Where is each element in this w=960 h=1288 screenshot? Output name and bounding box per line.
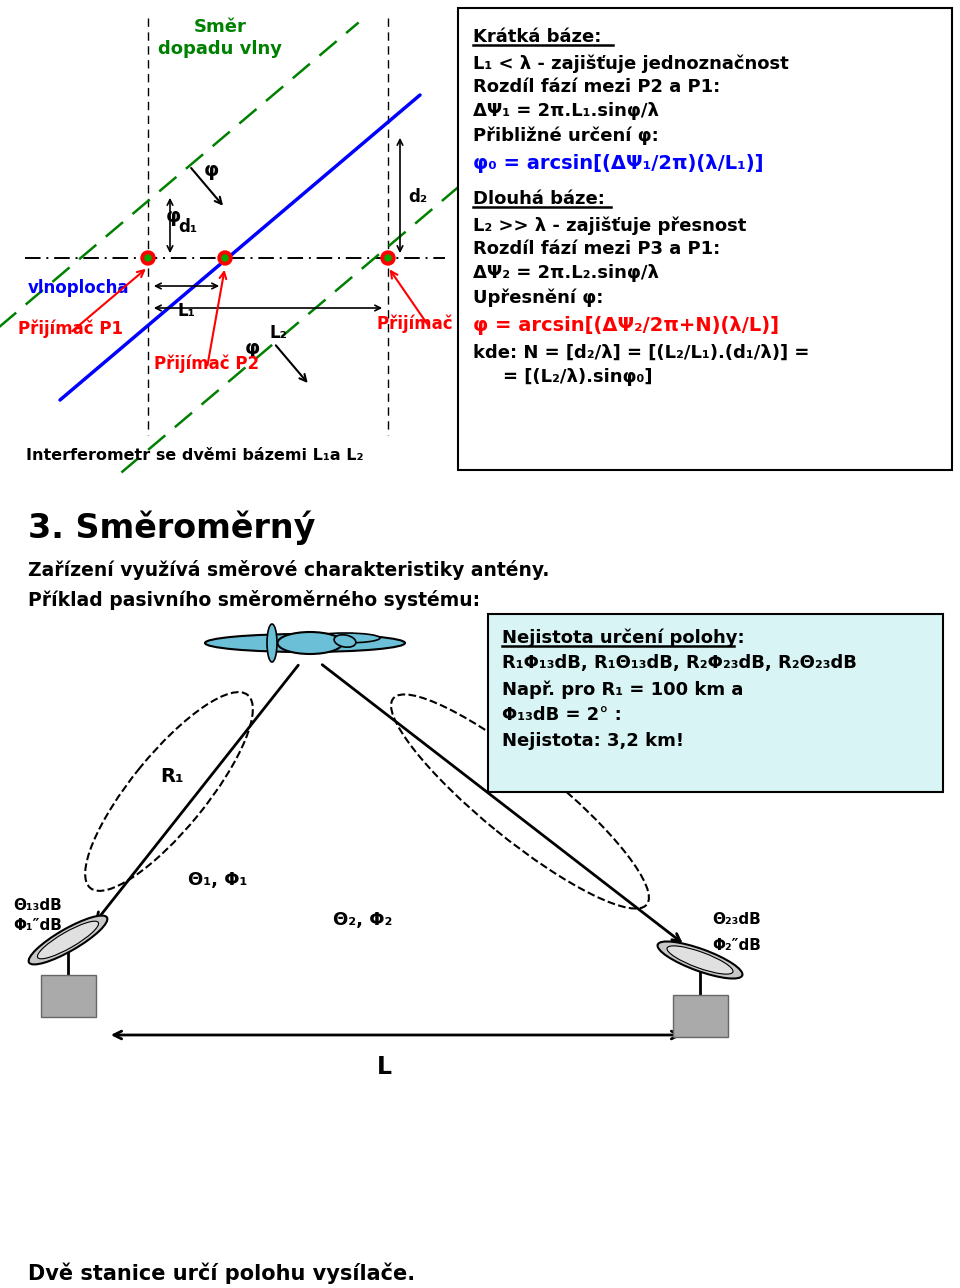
Text: Např. pro R₁ = 100 km a: Např. pro R₁ = 100 km a (502, 680, 743, 698)
Text: Přijímač P1: Přijímač P1 (17, 319, 123, 337)
Text: Zařízení využívá směrové charakteristiky antény.: Zařízení využívá směrové charakteristiky… (28, 560, 549, 580)
Text: Krátká báze:: Krátká báze: (473, 28, 601, 46)
Text: Rozdíl fází mezi P3 a P1:: Rozdíl fází mezi P3 a P1: (473, 240, 720, 258)
Text: φ = arcsin[(ΔΨ₂/2π+N)(λ/L)]: φ = arcsin[(ΔΨ₂/2π+N)(λ/L)] (473, 316, 779, 335)
Text: vlnoplocha: vlnoplocha (28, 279, 130, 298)
Ellipse shape (334, 635, 356, 647)
Text: kde: N = [d₂/λ] = [(L₂/L₁).(d₁/λ)] =: kde: N = [d₂/λ] = [(L₂/L₁).(d₁/λ)] = (473, 344, 809, 362)
Text: Přijímač P2: Přijímač P2 (155, 354, 259, 374)
Text: φ₀ = arcsin[(ΔΨ₁/2π)(λ/L₁)]: φ₀ = arcsin[(ΔΨ₁/2π)(λ/L₁)] (473, 155, 763, 173)
Text: Nejistota určení polohy:: Nejistota určení polohy: (502, 629, 745, 647)
Text: Rozdíl fází mezi P2 a P1:: Rozdíl fází mezi P2 a P1: (473, 79, 720, 97)
Text: 3. Směroměrný: 3. Směroměrný (28, 510, 316, 545)
Circle shape (218, 251, 232, 265)
Text: Interferometr se dvěmi bázemi L₁a L₂: Interferometr se dvěmi bázemi L₁a L₂ (26, 448, 364, 462)
Text: L: L (376, 1055, 392, 1079)
Text: Přijímač P3: Přijímač P3 (377, 314, 483, 334)
Text: φ: φ (166, 206, 181, 225)
Text: Θ₂₃dB: Θ₂₃dB (712, 912, 760, 927)
Ellipse shape (658, 942, 742, 979)
Circle shape (381, 251, 395, 265)
Circle shape (385, 255, 391, 261)
Text: L₂ >> λ - zajišťuje přesnost: L₂ >> λ - zajišťuje přesnost (473, 216, 746, 234)
Ellipse shape (667, 945, 733, 974)
Ellipse shape (29, 916, 108, 965)
Ellipse shape (310, 632, 380, 643)
Text: Θ₁, Φ₁: Θ₁, Φ₁ (188, 871, 248, 889)
Text: dopadu vlny: dopadu vlny (158, 40, 282, 58)
Text: = [(L₂/λ).sinφ₀]: = [(L₂/λ).sinφ₀] (503, 368, 653, 386)
Ellipse shape (267, 623, 277, 662)
Text: Přibližné určení φ:: Přibližné určení φ: (473, 126, 659, 144)
FancyBboxPatch shape (673, 996, 728, 1037)
Text: Dvě stanice určí polohu vysílače.: Dvě stanice určí polohu vysílače. (28, 1262, 415, 1284)
Text: ΔΨ₁ = 2π.L₁.sinφ/λ: ΔΨ₁ = 2π.L₁.sinφ/λ (473, 102, 659, 120)
FancyBboxPatch shape (40, 975, 95, 1018)
FancyBboxPatch shape (488, 614, 943, 792)
Text: ΔΨ₂ = 2π.L₂.sinφ/λ: ΔΨ₂ = 2π.L₂.sinφ/λ (473, 264, 659, 282)
Text: L₁: L₁ (178, 301, 196, 319)
Circle shape (222, 255, 228, 261)
Ellipse shape (37, 921, 99, 958)
Text: L₂: L₂ (269, 325, 287, 343)
FancyBboxPatch shape (458, 8, 952, 470)
Text: R₁: R₁ (160, 766, 184, 786)
Text: Příklad pasivního směroměrného systému:: Příklad pasivního směroměrného systému: (28, 590, 480, 611)
Text: L₁ < λ - zajišťuje jednoznačnost: L₁ < λ - zajišťuje jednoznačnost (473, 54, 789, 72)
Text: Nejistota: 3,2 km!: Nejistota: 3,2 km! (502, 732, 684, 750)
Ellipse shape (277, 632, 343, 654)
Text: Směr: Směr (194, 18, 247, 36)
Text: Dlouhá báze:: Dlouhá báze: (473, 191, 605, 207)
Text: Θ₂, Φ₂: Θ₂, Φ₂ (333, 911, 393, 929)
Text: φ: φ (204, 161, 219, 180)
Circle shape (141, 251, 155, 265)
Text: Upřesnění φ:: Upřesnění φ: (473, 289, 604, 307)
Text: Θ₁₃dB: Θ₁₃dB (13, 898, 61, 913)
Text: d₂: d₂ (408, 188, 427, 206)
Text: Φ₂″dB: Φ₂″dB (712, 938, 761, 953)
Text: Φ₁″dB: Φ₁″dB (13, 918, 61, 933)
Text: R₁Φ₁₃dB, R₁Θ₁₃dB, R₂Φ₂₃dB, R₂Θ₂₃dB: R₁Φ₁₃dB, R₁Θ₁₃dB, R₂Φ₂₃dB, R₂Θ₂₃dB (502, 654, 857, 672)
Circle shape (145, 255, 151, 261)
Text: d₁: d₁ (178, 218, 197, 236)
Text: φ: φ (245, 339, 259, 358)
Text: Φ₁₃dB = 2° :: Φ₁₃dB = 2° : (502, 706, 622, 724)
Ellipse shape (205, 634, 405, 652)
Text: R₂: R₂ (535, 762, 559, 781)
